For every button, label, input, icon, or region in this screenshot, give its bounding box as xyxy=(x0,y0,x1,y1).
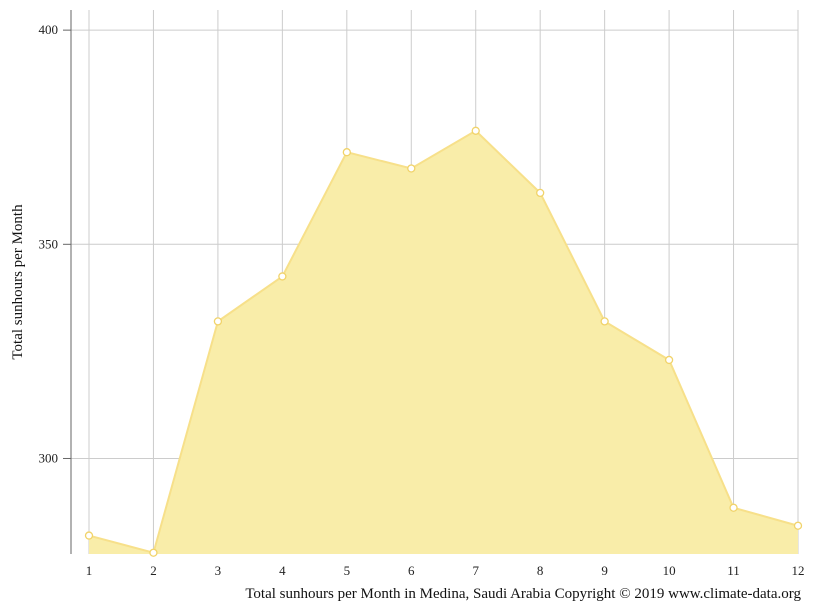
data-point xyxy=(278,272,287,281)
data-points xyxy=(84,126,803,557)
data-point xyxy=(149,548,158,557)
data-point xyxy=(600,317,609,326)
x-tick-label: 8 xyxy=(537,563,544,578)
data-point xyxy=(84,531,94,540)
x-tick-label: 2 xyxy=(150,563,157,578)
y-tick-label: 350 xyxy=(39,236,59,251)
x-tick-label: 12 xyxy=(792,563,805,578)
y-tick-label: 300 xyxy=(39,450,59,465)
area-layer xyxy=(88,129,799,554)
x-tick-label: 5 xyxy=(344,563,351,578)
x-tick-label: 1 xyxy=(86,563,93,578)
x-tick-label: 9 xyxy=(601,563,608,578)
data-point xyxy=(536,188,545,198)
x-tick-label: 7 xyxy=(472,563,479,578)
data-point xyxy=(213,317,223,326)
x-tick-label: 10 xyxy=(663,563,676,578)
area-fill xyxy=(89,130,798,554)
data-point xyxy=(471,126,480,135)
y-axis-ticks: 300 350 400 xyxy=(39,22,71,465)
x-tick-label: 4 xyxy=(279,563,286,578)
data-point xyxy=(793,521,803,530)
data-point xyxy=(664,355,674,365)
data-point xyxy=(729,503,738,512)
x-tick-label: 11 xyxy=(727,563,740,578)
series-line xyxy=(88,129,799,554)
x-tick-label: 3 xyxy=(215,563,222,578)
y-tick-label: 400 xyxy=(39,22,59,37)
y-axis-title: Total sunhours per Month xyxy=(10,204,26,360)
data-point xyxy=(407,164,416,173)
chart-caption: Total sunhours per Month in Medina, Saud… xyxy=(245,586,801,602)
x-axis-ticks: 1 2 3 4 5 6 7 8 9 10 11 12 xyxy=(86,563,805,578)
data-point xyxy=(342,148,351,157)
x-tick-label: 6 xyxy=(408,563,415,578)
